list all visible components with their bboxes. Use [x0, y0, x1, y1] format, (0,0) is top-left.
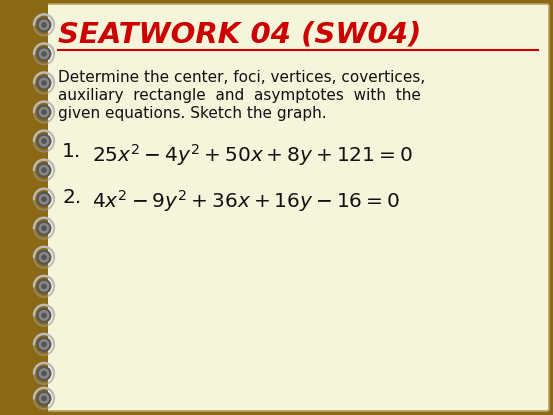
Circle shape: [36, 391, 51, 406]
Circle shape: [36, 105, 51, 120]
Circle shape: [36, 192, 51, 207]
Circle shape: [39, 393, 49, 404]
Text: Determine the center, foci, vertices, covertices,: Determine the center, foci, vertices, co…: [58, 70, 425, 85]
Text: given equations. Sketch the graph.: given equations. Sketch the graph.: [58, 106, 327, 121]
Circle shape: [39, 136, 49, 146]
Text: $25x^2 - 4y^2 + 50x  + 8y + 121 = 0$: $25x^2 - 4y^2 + 50x + 8y + 121 = 0$: [92, 142, 413, 168]
Text: 1.: 1.: [62, 142, 81, 161]
Circle shape: [41, 342, 47, 347]
Circle shape: [41, 167, 47, 173]
Text: auxiliary  rectangle  and  asymptotes  with  the: auxiliary rectangle and asymptotes with …: [58, 88, 421, 103]
Text: $4x^2 - 9y^2 + 36x + 16y - 16 = 0$: $4x^2 - 9y^2 + 36x + 16y - 16 = 0$: [92, 188, 400, 214]
Bar: [0, 0, 48, 415]
Circle shape: [36, 134, 51, 149]
Circle shape: [36, 337, 51, 352]
Circle shape: [36, 308, 51, 323]
Circle shape: [39, 339, 49, 350]
Circle shape: [39, 49, 49, 59]
Circle shape: [39, 252, 49, 263]
Circle shape: [36, 17, 51, 32]
Circle shape: [36, 163, 51, 178]
Circle shape: [41, 196, 47, 202]
Circle shape: [41, 22, 47, 28]
Circle shape: [36, 46, 51, 61]
Circle shape: [39, 223, 49, 234]
Circle shape: [39, 165, 49, 176]
Circle shape: [39, 194, 49, 205]
Text: 2.: 2.: [62, 188, 81, 207]
Circle shape: [41, 395, 47, 401]
Circle shape: [41, 80, 47, 86]
Circle shape: [36, 366, 51, 381]
Circle shape: [41, 283, 47, 289]
Circle shape: [41, 51, 47, 57]
Circle shape: [39, 20, 49, 30]
Circle shape: [36, 250, 51, 265]
Circle shape: [39, 281, 49, 292]
Circle shape: [41, 312, 47, 318]
Circle shape: [41, 371, 47, 376]
Circle shape: [41, 225, 47, 231]
Circle shape: [41, 138, 47, 144]
Circle shape: [39, 78, 49, 88]
Circle shape: [41, 109, 47, 115]
Circle shape: [36, 221, 51, 236]
Circle shape: [36, 76, 51, 90]
Circle shape: [39, 310, 49, 321]
Circle shape: [41, 254, 47, 260]
FancyBboxPatch shape: [40, 4, 549, 411]
Circle shape: [39, 368, 49, 379]
Text: SEATWORK 04 (SW04): SEATWORK 04 (SW04): [58, 20, 421, 48]
Circle shape: [36, 279, 51, 294]
Circle shape: [39, 107, 49, 117]
